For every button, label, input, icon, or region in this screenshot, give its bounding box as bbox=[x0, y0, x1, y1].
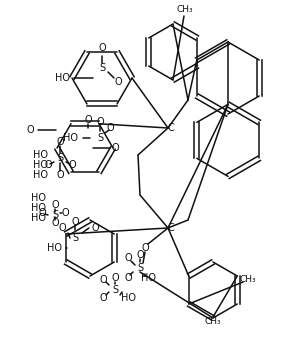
Text: O: O bbox=[68, 160, 76, 170]
Text: HO: HO bbox=[32, 170, 47, 180]
Text: HO: HO bbox=[63, 133, 78, 143]
Text: C: C bbox=[168, 123, 174, 133]
Text: O: O bbox=[96, 117, 104, 127]
Text: O: O bbox=[56, 170, 64, 180]
Text: S: S bbox=[72, 233, 78, 243]
Text: HO: HO bbox=[30, 193, 45, 203]
Text: S: S bbox=[137, 263, 143, 273]
Text: CH₃: CH₃ bbox=[177, 6, 193, 15]
Text: O: O bbox=[51, 218, 59, 228]
Text: S: S bbox=[97, 133, 103, 143]
Text: HO: HO bbox=[30, 213, 45, 223]
Text: HO: HO bbox=[32, 150, 47, 160]
Text: HO: HO bbox=[120, 293, 135, 303]
Text: HO: HO bbox=[47, 243, 63, 253]
Text: O: O bbox=[71, 217, 79, 227]
Text: O: O bbox=[99, 293, 107, 303]
Text: O: O bbox=[114, 77, 122, 87]
Text: CH₃: CH₃ bbox=[205, 318, 221, 327]
Text: O: O bbox=[98, 43, 106, 53]
Text: O: O bbox=[141, 243, 149, 253]
Text: O: O bbox=[61, 208, 69, 218]
Text: HO: HO bbox=[140, 273, 155, 283]
Text: O: O bbox=[38, 208, 46, 218]
Text: O: O bbox=[106, 123, 114, 133]
Text: HO: HO bbox=[32, 160, 47, 170]
Text: O: O bbox=[124, 253, 132, 263]
Text: O: O bbox=[84, 115, 92, 125]
Text: S: S bbox=[57, 153, 63, 163]
Text: HO: HO bbox=[30, 203, 45, 213]
Text: O: O bbox=[51, 200, 59, 210]
Text: S: S bbox=[112, 285, 118, 295]
Text: O: O bbox=[58, 223, 66, 233]
Text: O: O bbox=[56, 137, 64, 147]
Text: O: O bbox=[99, 275, 107, 285]
Text: O: O bbox=[91, 223, 99, 233]
Text: O: O bbox=[44, 160, 52, 170]
Text: S: S bbox=[99, 63, 105, 73]
Text: O: O bbox=[136, 250, 144, 260]
Text: O: O bbox=[124, 273, 132, 283]
Text: HO: HO bbox=[55, 73, 70, 83]
Text: O: O bbox=[111, 143, 119, 153]
Text: CH₃: CH₃ bbox=[240, 275, 256, 284]
Text: S: S bbox=[52, 210, 58, 220]
Text: C: C bbox=[168, 223, 174, 233]
Text: O: O bbox=[26, 125, 34, 135]
Text: O: O bbox=[111, 273, 119, 283]
